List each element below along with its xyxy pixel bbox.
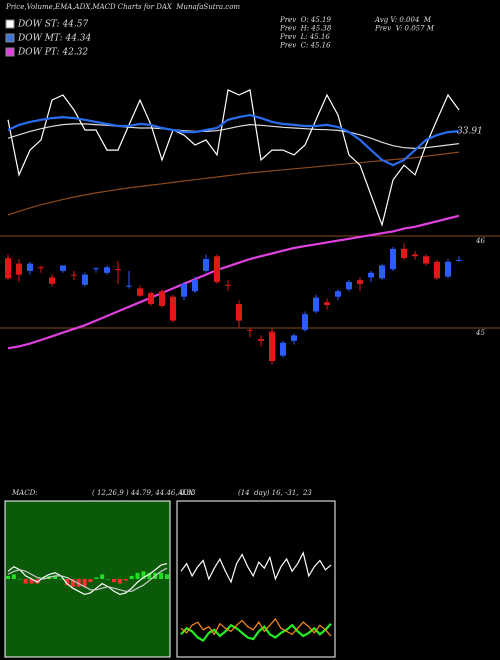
macd-bar [82, 579, 87, 587]
candle-body [137, 288, 143, 296]
candle-body [49, 277, 55, 284]
candle-body [357, 280, 363, 284]
info-text: Prev V: 0.057 M [374, 25, 435, 33]
macd-bar [123, 579, 128, 581]
overlay-line [7, 123, 460, 150]
overlay-annotation: 33.91 [457, 127, 483, 137]
macd-bar [94, 577, 99, 579]
macd-bar [76, 579, 81, 587]
macd-bar [141, 571, 146, 579]
overlay-line [7, 113, 460, 167]
candle-body [335, 291, 341, 297]
candle-body [434, 261, 440, 279]
macd-bar [88, 579, 93, 583]
candle-body [269, 331, 275, 362]
info-text: Prev H: 45.38 [279, 25, 332, 33]
candle-body [126, 285, 132, 287]
adx-panel [176, 500, 336, 658]
macd-bar [53, 575, 58, 579]
candle-body [5, 258, 11, 279]
macd-line [7, 567, 168, 592]
y-tick-label: 45 [475, 329, 485, 337]
macd-bar [106, 579, 111, 580]
adx-label: ADX [177, 489, 195, 497]
candle-body [104, 267, 110, 273]
macd-bar [117, 579, 122, 584]
candle-body [445, 261, 451, 277]
overlay-line [7, 89, 460, 227]
candle-body [236, 304, 242, 321]
candle-body [115, 269, 121, 271]
macd-bar [129, 575, 134, 579]
macd-label: MACD: [11, 489, 38, 497]
candle-body [423, 256, 429, 264]
adx-line [180, 551, 332, 584]
macd-bar [147, 572, 152, 579]
macd-bar [59, 579, 63, 580]
candle-body [27, 263, 33, 271]
candle-body [159, 291, 165, 306]
candle-body [346, 282, 352, 290]
candle-body [390, 248, 396, 270]
candle-body [280, 342, 286, 356]
macd-bar [70, 579, 75, 587]
candle-body [291, 335, 297, 341]
legend-swatch [5, 47, 15, 57]
adx-params: (14 day) 16, -31, 23 [238, 489, 312, 497]
macd-bar [165, 574, 169, 579]
macd-bar [159, 572, 164, 579]
candle-body [170, 296, 176, 321]
legend-swatch [5, 19, 15, 29]
candle-body [379, 265, 385, 279]
macd-bar [6, 575, 10, 579]
legend-label: DOW PT: 42.32 [17, 48, 88, 58]
macd-bar [64, 579, 69, 586]
chart-title: Price,Volume,EMA,ADX,MACD Charts for DAX… [5, 3, 240, 11]
candle-body [192, 280, 198, 292]
macd-line [7, 563, 168, 596]
y-tick-label: 46 [475, 237, 485, 245]
candle-body [16, 263, 22, 275]
candle-body [456, 259, 462, 261]
candle-body [93, 268, 99, 270]
candle-body [401, 248, 407, 259]
candle-body [203, 259, 209, 271]
legend-label: DOW ST: 44.57 [17, 20, 88, 30]
candle-body [82, 274, 88, 285]
candle-body [368, 272, 374, 278]
candle-body [225, 284, 231, 286]
legend-swatch [5, 33, 15, 43]
candle-body [148, 293, 154, 305]
macd-bar [11, 574, 16, 579]
info-text: Prev C: 45.16 [279, 42, 331, 50]
info-text: Prev L: 45.16 [279, 33, 330, 41]
candle-body [412, 254, 418, 257]
macd-bar [29, 579, 34, 584]
candle-body [181, 283, 187, 297]
candle-body [324, 302, 330, 305]
adx-line [180, 622, 332, 643]
info-text: Prev O: 45.19 [279, 16, 332, 24]
legend-label: DOW MT: 44.34 [17, 34, 92, 44]
candle-body [71, 274, 77, 276]
candle-body [313, 297, 319, 312]
candle-body [247, 329, 253, 331]
price-line [7, 214, 460, 350]
macd-params: ( 12,26,9 ) 44.79, 44.46, 0.33 [92, 489, 196, 497]
macd-bar [23, 579, 28, 584]
overlay-line [7, 151, 460, 216]
candle-body [214, 256, 220, 282]
macd-bar [17, 579, 22, 580]
candle-body [60, 265, 66, 271]
info-text: Avg V: 0.004 M [374, 16, 432, 24]
macd-bar [100, 574, 105, 579]
candle-body [38, 267, 44, 269]
macd-bar [112, 579, 116, 583]
adx-line [180, 617, 332, 637]
candle-body [302, 314, 308, 330]
macd-bar [135, 572, 140, 579]
candle-body [258, 339, 264, 341]
